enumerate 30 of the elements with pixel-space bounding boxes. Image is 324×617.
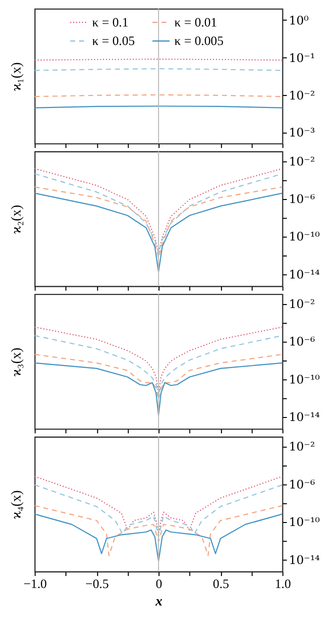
- x-axis-title: x: [154, 594, 163, 610]
- y-tick-label: 10⁻²: [288, 297, 316, 312]
- y-tick-label: 10⁻¹⁴: [288, 410, 320, 424]
- y-axis-title: ϰ₄(x): [9, 490, 24, 520]
- x-tick-label: −0.5: [85, 576, 109, 591]
- y-tick-label: 10⁻³: [288, 126, 316, 140]
- legend-label: κ = 0.005: [174, 34, 224, 48]
- y-axis-title: ϰ₃(x): [9, 348, 24, 376]
- y-tick-label: 10⁰: [288, 13, 309, 28]
- x-tick-label: 1.0: [274, 576, 291, 591]
- y-tick-label: 10⁻²: [288, 154, 316, 168]
- y-axis-title: ϰ₁(x): [9, 62, 24, 92]
- y-tick-label: 10⁻¹: [288, 50, 315, 65]
- y-tick-label: 10⁻¹⁴: [288, 552, 320, 567]
- y-tick-label: 10⁻²: [288, 88, 316, 102]
- legend-label: κ = 0.1: [92, 15, 128, 30]
- y-axis-title: ϰ₂(x): [9, 204, 24, 234]
- x-tick-label: 0.5: [212, 576, 229, 591]
- y-tick-label: 10⁻⁶: [288, 334, 316, 349]
- y-tick-label: 10⁻¹⁴: [288, 267, 320, 282]
- y-tick-label: 10⁻⁶: [288, 192, 316, 206]
- y-tick-label: 10⁻⁶: [288, 477, 316, 492]
- x-tick-label: 0: [156, 576, 162, 591]
- x-tick-label: −1.0: [23, 576, 47, 591]
- legend-label: κ = 0.05: [92, 34, 135, 48]
- y-tick-label: 10⁻¹⁰: [288, 230, 320, 244]
- y-tick-label: 10⁻²: [288, 440, 316, 454]
- legend-label: κ = 0.01: [174, 15, 218, 30]
- y-tick-label: 10⁻¹⁰: [288, 515, 320, 530]
- y-tick-label: 10⁻¹⁰: [288, 372, 320, 386]
